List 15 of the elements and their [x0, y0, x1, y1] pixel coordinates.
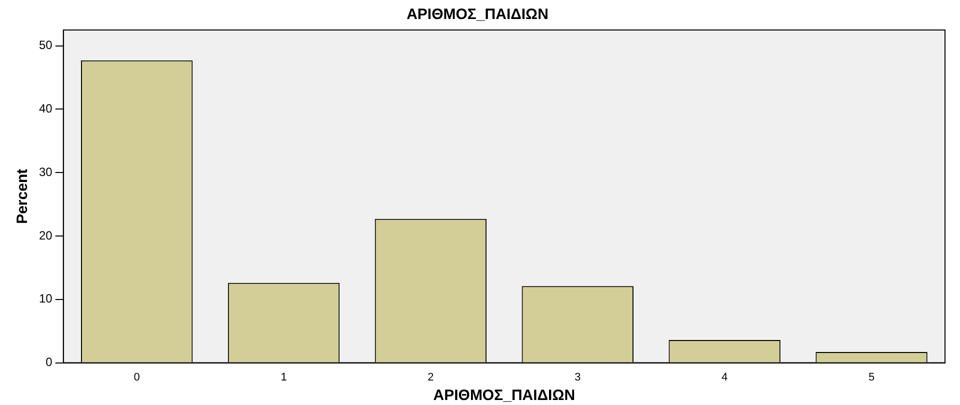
y-tick-label: 20 [38, 228, 53, 242]
x-axis-title: ΑΡΙΘΜΟΣ_ΠΑΙΔΙΩΝ [433, 387, 576, 404]
y-tick-label: 40 [38, 102, 53, 116]
x-tick-label: 0 [134, 371, 140, 384]
y-tick-label: 0 [46, 355, 53, 370]
chart-title: ΑΡΙΘΜΟΣ_ΠΑΙΔΙΩΝ [406, 6, 548, 24]
y-tick-label: 10 [38, 292, 53, 306]
x-tick-label: 2 [428, 371, 434, 384]
x-tick-label: 5 [868, 371, 875, 384]
y-tick-label: 50 [38, 38, 53, 52]
y-tick-label: 30 [38, 164, 53, 179]
x-tick-label: 4 [722, 371, 728, 384]
x-tick-label: 3 [574, 371, 581, 384]
x-tick-label: 1 [280, 371, 287, 384]
y-axis-title: Percent [14, 168, 32, 224]
